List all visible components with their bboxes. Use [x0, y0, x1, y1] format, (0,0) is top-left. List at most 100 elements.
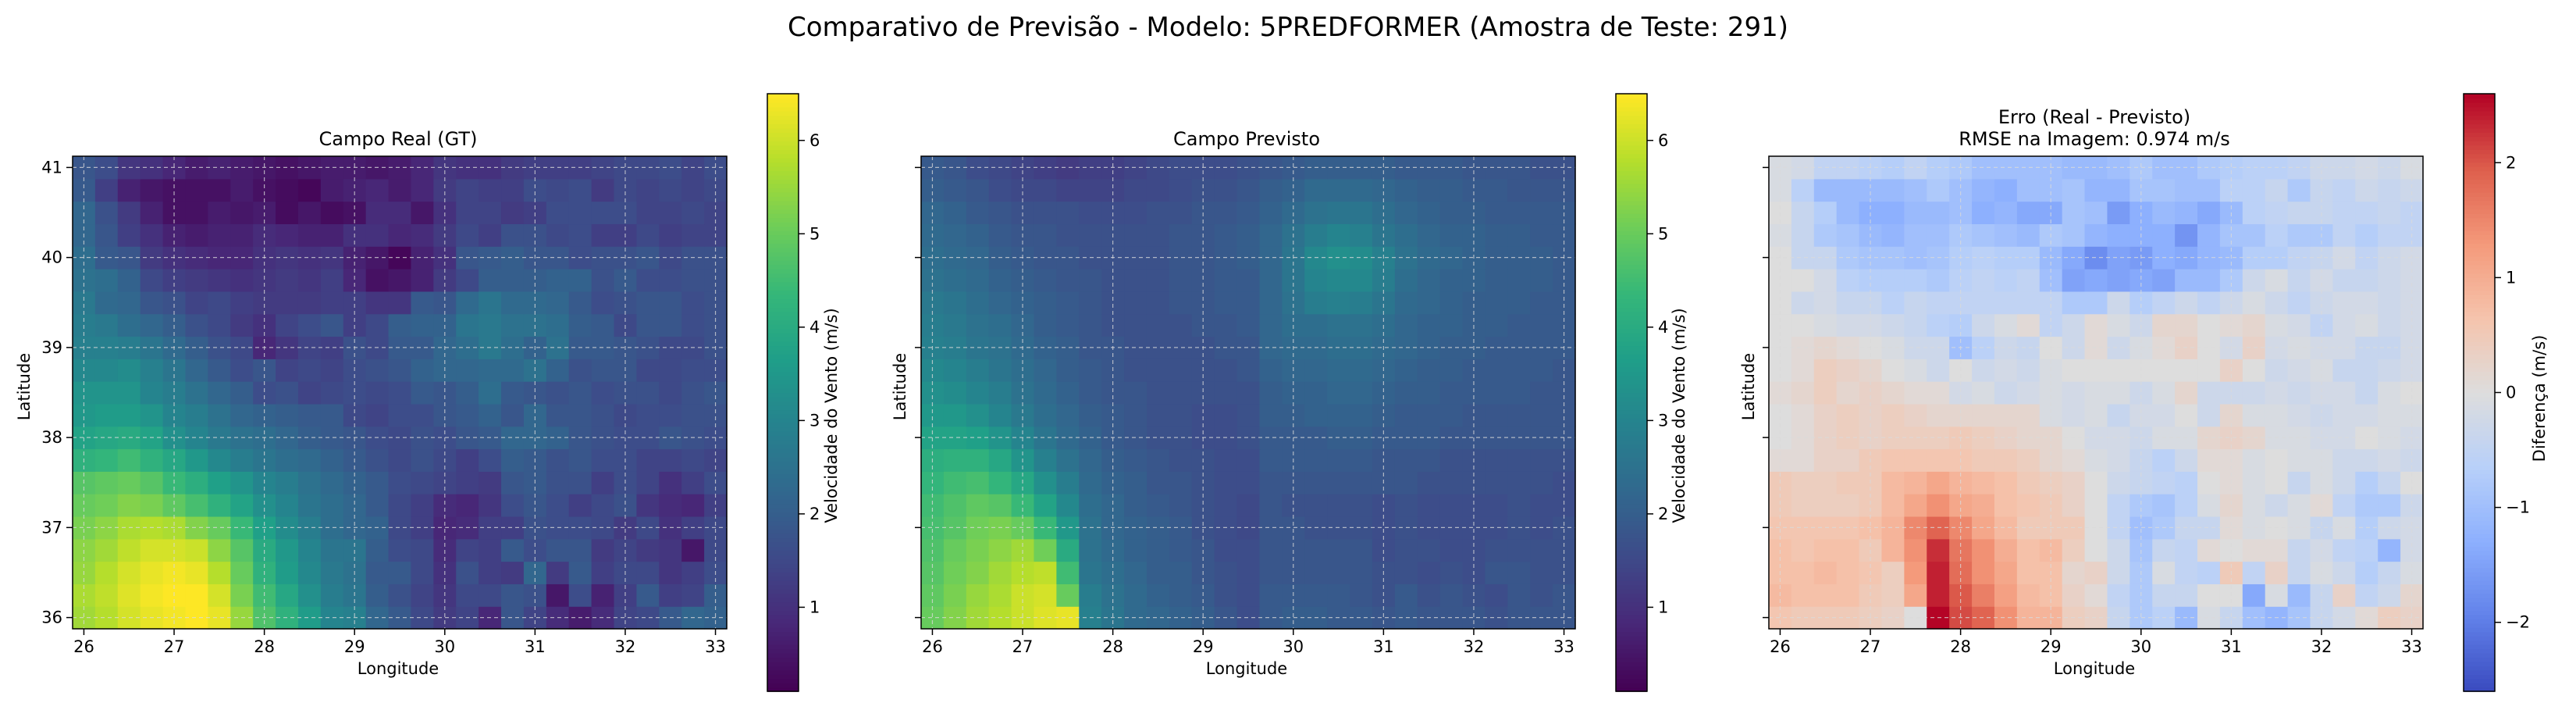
heatmap-cell	[1813, 381, 1838, 405]
heatmap-cell	[230, 403, 254, 427]
heatmap-cell	[162, 403, 187, 427]
heatmap-cell	[1169, 538, 1193, 562]
heatmap-cell	[2287, 359, 2311, 382]
heatmap-cell	[388, 494, 412, 517]
panel-forecast-y-ticks	[915, 166, 921, 619]
heatmap-cell	[208, 516, 231, 540]
colorbar-segment	[2464, 316, 2495, 321]
heatmap-cell	[1124, 538, 1147, 562]
colorbar-segment	[2464, 413, 2495, 419]
heatmap-cell	[1904, 291, 1927, 315]
heatmap-cell	[1236, 178, 1261, 202]
heatmap-cell	[1904, 269, 1927, 292]
heatmap-cell	[681, 223, 705, 247]
colorbar-segment	[767, 426, 799, 432]
heatmap-cell	[2332, 381, 2356, 405]
heatmap-cell	[1881, 606, 1905, 630]
heatmap-cell	[523, 403, 547, 427]
heatmap-cell	[921, 291, 945, 315]
colorbar-segment	[2464, 430, 2495, 436]
colorbar-segment	[767, 187, 799, 193]
heatmap-cell	[1259, 156, 1283, 180]
heatmap-cell	[2016, 269, 2041, 292]
panel-forecast-colorbar-label: Velocidade do Vento (m/s)	[1670, 308, 1688, 523]
heatmap-cell	[1507, 359, 1531, 382]
heatmap-cell	[1146, 448, 1170, 472]
heatmap-cell	[2332, 494, 2356, 517]
heatmap-cell	[1394, 269, 1418, 292]
heatmap-cell	[2265, 201, 2289, 225]
heatmap-cell	[1836, 269, 1860, 292]
heatmap-cell	[365, 561, 390, 584]
x-tick-label: 31	[525, 637, 546, 656]
heatmap-cell	[1881, 201, 1905, 225]
heatmap-cell	[1146, 403, 1170, 427]
heatmap-cell	[388, 223, 412, 247]
heatmap-cell	[1056, 156, 1080, 180]
heatmap-cell	[1530, 381, 1553, 405]
heatmap-cell	[1813, 223, 1838, 247]
heatmap-cell	[1146, 201, 1170, 225]
heatmap-cell	[2062, 381, 2086, 405]
heatmap-cell	[1101, 403, 1125, 427]
heatmap-cell	[2175, 583, 2198, 607]
panel-error-x-ticks: 26 27 28 29 30 31 32 33	[1770, 629, 2422, 656]
heatmap-cell	[1881, 246, 1905, 269]
colorbar-segment	[2464, 337, 2495, 342]
heatmap-cell	[365, 269, 390, 292]
heatmap-cell	[1485, 516, 1508, 540]
heatmap-cell	[2355, 403, 2379, 427]
colorbar-segment	[1616, 520, 1647, 526]
heatmap-cell	[1011, 178, 1035, 202]
heatmap-cell	[1507, 561, 1531, 584]
heatmap-cell	[1994, 269, 2018, 292]
colorbar-segment	[1616, 652, 1647, 658]
heatmap-cell	[1904, 313, 1927, 337]
colorbar-segment	[2464, 298, 2495, 304]
colorbar-segment	[767, 644, 799, 650]
heatmap-cell	[1485, 359, 1508, 382]
heatmap-cell	[94, 606, 119, 630]
heatmap-cell	[2242, 269, 2266, 292]
heatmap-cell	[1214, 223, 1238, 247]
heatmap-cell	[2197, 223, 2221, 247]
panel-error-y-ticks	[1763, 166, 1769, 619]
x-tick-label: 33	[705, 637, 726, 656]
panel-error-y-label: Latitude	[1739, 353, 1758, 420]
colorbar-segment	[1616, 460, 1647, 466]
heatmap-cell	[659, 291, 682, 315]
colorbar-segment	[767, 328, 799, 334]
colorbar-segment	[767, 516, 799, 522]
heatmap-cell	[94, 494, 119, 517]
heatmap-cell	[1146, 494, 1170, 517]
colorbar-segment	[767, 597, 799, 603]
heatmap-cell	[1327, 359, 1350, 382]
colorbar-segment	[767, 384, 799, 389]
colorbar-segment	[2464, 119, 2495, 125]
heatmap-cell	[943, 516, 967, 540]
heatmap-cell	[2129, 403, 2153, 427]
heatmap-cell	[2039, 403, 2063, 427]
colorbar-segment	[1616, 473, 1647, 479]
heatmap-cell	[568, 381, 592, 405]
heatmap-cell	[1881, 448, 1905, 472]
heatmap-cell	[2016, 494, 2041, 517]
heatmap-cell	[636, 178, 660, 202]
heatmap-cell	[253, 381, 276, 405]
colorbar-segment	[767, 491, 799, 496]
heatmap-cell	[208, 336, 231, 359]
colorbar-segment	[1616, 597, 1647, 603]
heatmap-cell	[1214, 448, 1238, 472]
heatmap-cell	[1927, 448, 1950, 472]
colorbar-segment	[1616, 426, 1647, 432]
colorbar-segment	[767, 550, 799, 555]
heatmap-cell	[1904, 359, 1927, 382]
colorbar-segment	[1616, 593, 1647, 598]
heatmap-cell	[1034, 471, 1057, 494]
heatmap-cell	[1485, 336, 1508, 359]
colorbar-segment	[2464, 644, 2495, 650]
heatmap-cell	[1485, 494, 1508, 517]
heatmap-cell	[2332, 313, 2356, 337]
colorbar-segment	[767, 217, 799, 223]
heatmap-cell	[297, 269, 322, 292]
